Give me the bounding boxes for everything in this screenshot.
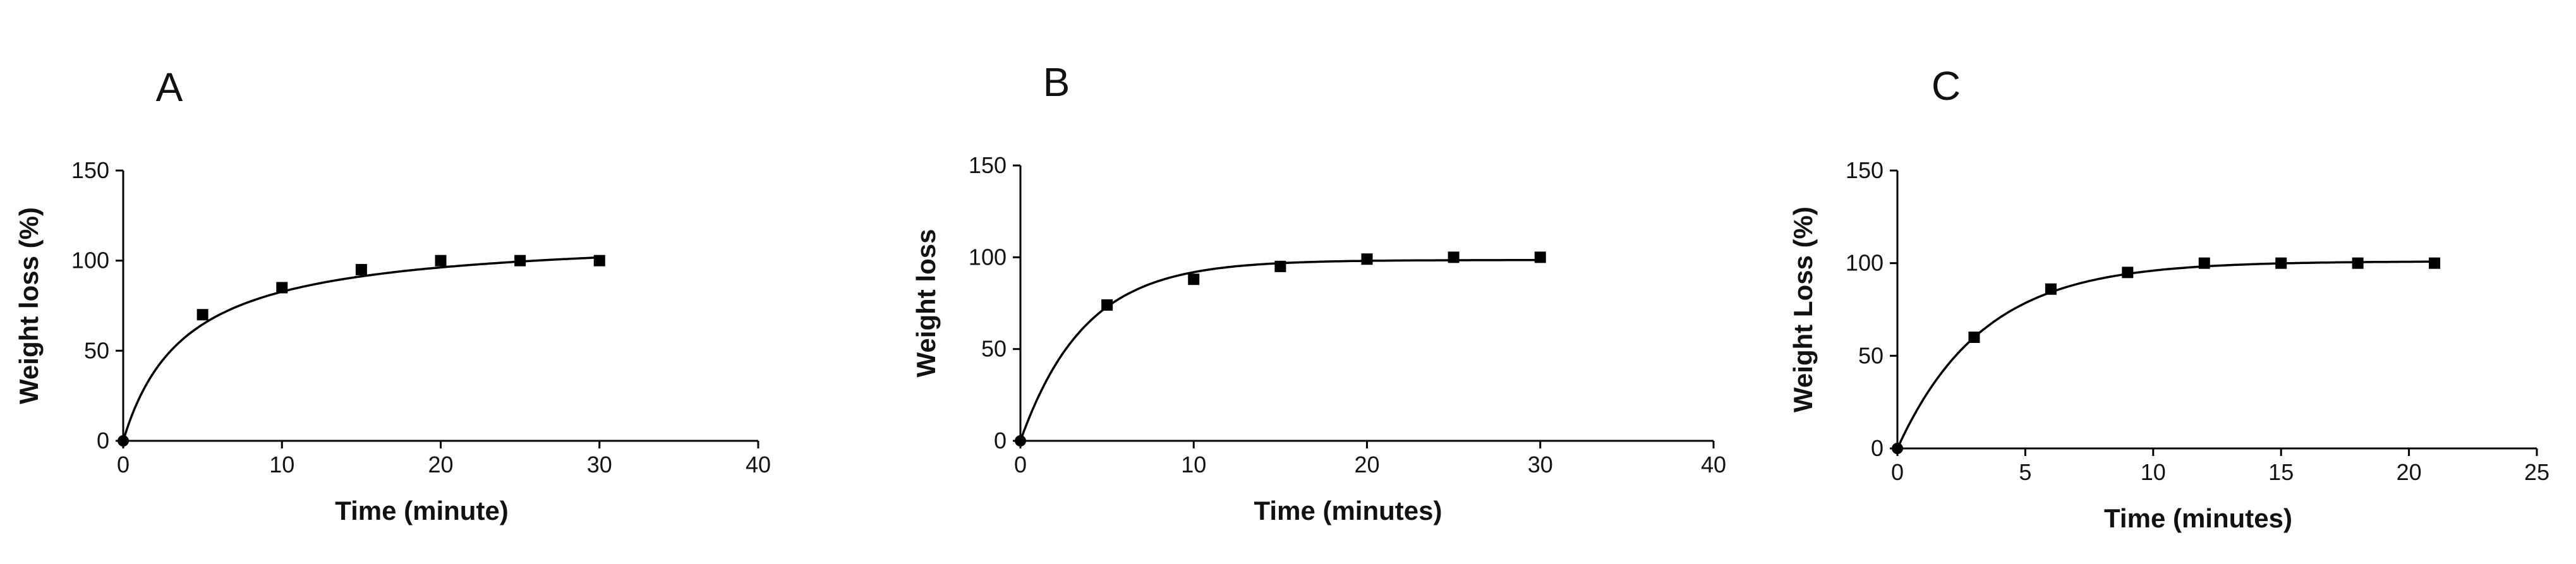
x-tick-label: 10 [2141,459,2166,485]
x-tick-label: 10 [1181,452,1206,477]
y-tick-label: 0 [97,428,109,453]
data-point [435,255,447,267]
x-tick-label: 30 [1528,452,1553,477]
data-point [355,263,367,275]
x-tick-label: 0 [117,452,130,477]
y-tick-label: 100 [1846,250,1884,276]
data-point [1892,443,1903,454]
y-tick-label: 150 [969,152,1007,178]
y-tick-label: 0 [994,428,1007,453]
y-tick-label: 50 [981,336,1007,362]
fit-curve [1896,260,2435,449]
chart-panel-b: 0 10 20 30 40 0 50 100 150 Time (minutes) Weight l… [911,59,1726,525]
data-point [514,255,526,267]
y-tick-label: 100 [71,248,109,273]
data-point [1448,251,1460,263]
chart-panel-a: 0 10 20 30 40 0 50 100 150 Time (minute) Weight lo… [14,64,771,525]
data-point [2198,257,2210,269]
x-tick-label: 0 [1014,452,1027,477]
data-point [1274,260,1286,272]
y-tick-label: 50 [1858,342,1884,368]
data-point [1361,253,1373,265]
x-tick-label: 20 [1354,452,1379,477]
x-axis-title: Time (minutes) [2104,503,2292,533]
x-tick-label: 10 [269,452,294,477]
fit-curve [1019,259,1540,441]
y-tick-label: 100 [969,244,1007,270]
data-point [276,282,288,294]
data-point [2429,257,2441,269]
y-tick-label: 150 [1846,157,1884,183]
x-tick-label: 0 [1891,459,1904,485]
fit-curve [122,256,600,441]
x-axis-title: Time (minutes) [1254,496,1442,525]
x-tick-label: 25 [2524,459,2549,485]
data-point [197,309,209,321]
data-point [2352,257,2364,269]
y-axis-title: Weight loss [911,229,941,378]
x-tick-label: 40 [746,452,771,477]
x-tick-label: 20 [2397,459,2422,485]
panel-label: C [1932,63,1961,109]
y-axis-title: Weight Loss (%) [1788,207,1818,412]
x-tick-label: 30 [587,452,612,477]
y-axis-title: Weight loss (%) [14,207,44,404]
x-tick-label: 20 [428,452,453,477]
data-point [593,255,605,267]
panel-label: B [1043,59,1070,105]
x-tick-label: 15 [2268,459,2294,485]
panel-label: A [156,64,183,110]
data-point [2122,267,2134,279]
data-point [118,435,129,447]
data-point [1101,299,1113,311]
chart-panel-c: 0 5 10 15 20 25 0 50 100 150 Time (minutes) Weight … [1788,63,2549,533]
x-tick-label: 40 [1701,452,1726,477]
x-tick-label: 5 [2019,459,2031,485]
data-point [1015,435,1026,447]
y-tick-label: 0 [1871,435,1884,461]
data-point [1534,251,1546,263]
y-tick-label: 150 [71,157,109,183]
data-point [1968,332,1980,343]
data-point [1188,273,1200,285]
data-point [2275,257,2287,269]
y-tick-label: 50 [84,337,109,363]
data-point [2045,283,2057,295]
x-axis-title: Time (minute) [335,496,509,525]
